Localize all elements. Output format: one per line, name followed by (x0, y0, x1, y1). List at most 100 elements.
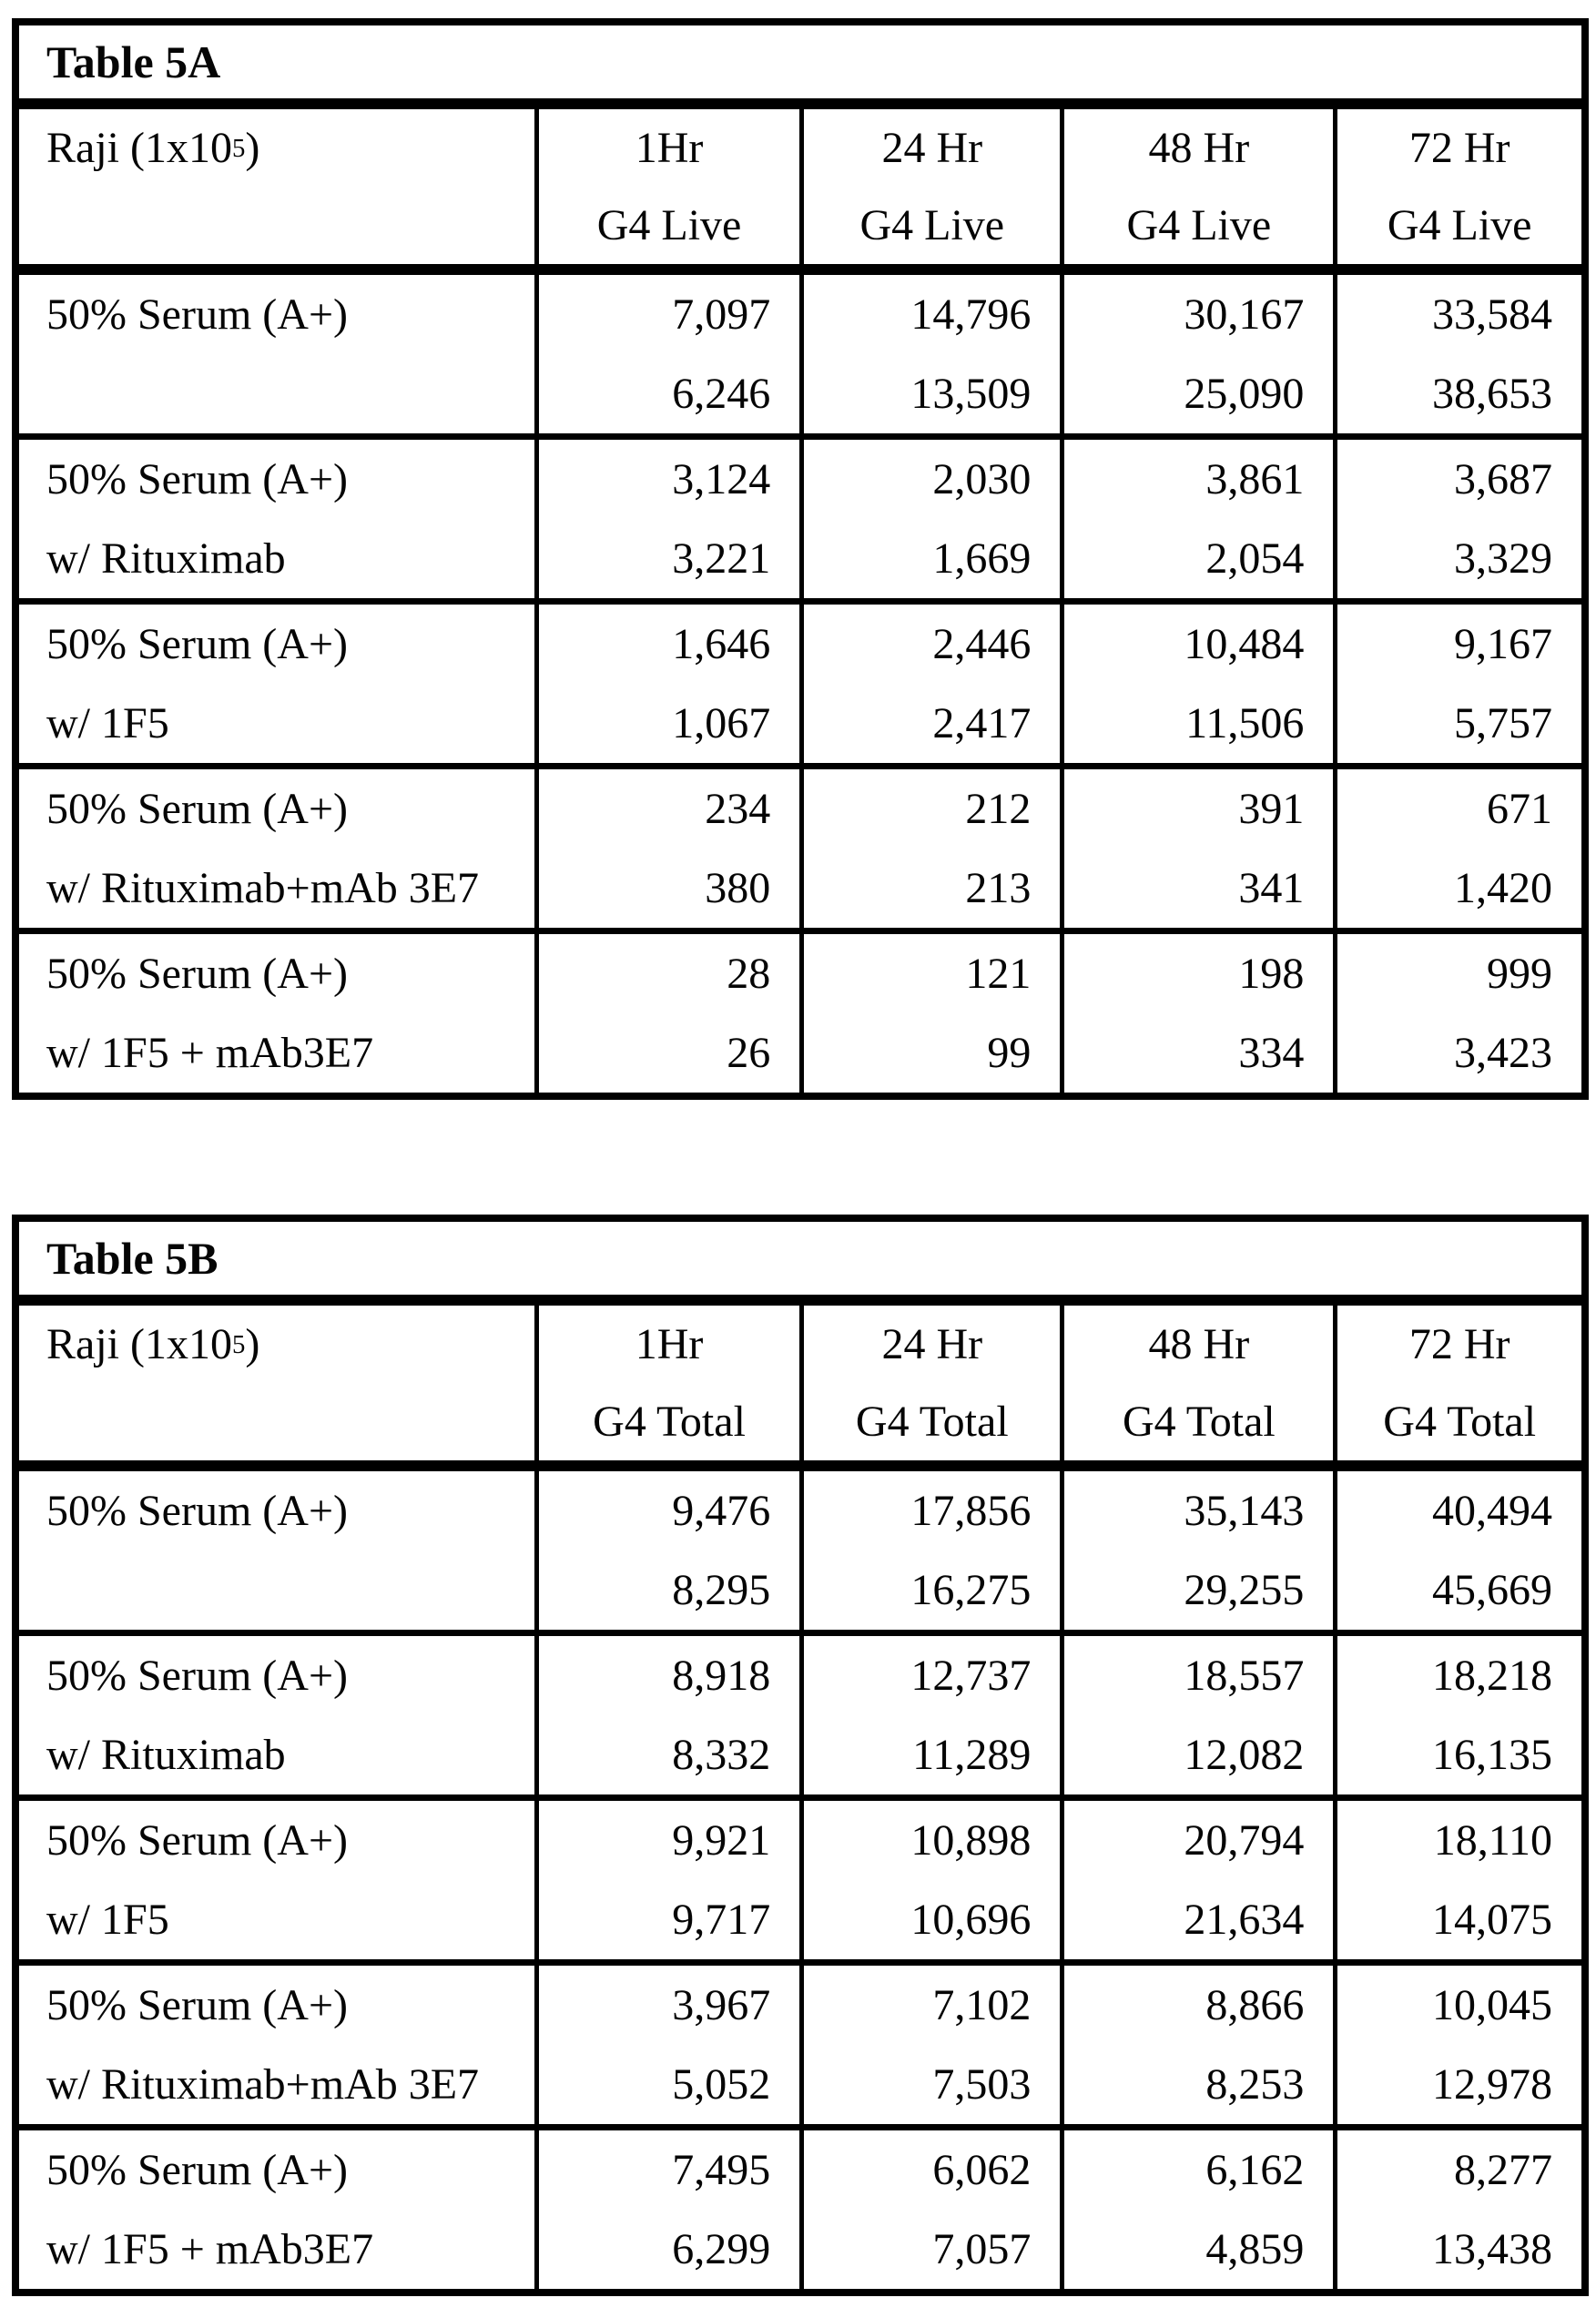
value-bottom: 3,329 (1454, 534, 1552, 583)
value-cell-24hr: 12,737 11,289 (799, 1632, 1062, 1801)
value-bottom: 11,506 (1185, 699, 1305, 747)
treatment-line-2: w/ Rituximab (46, 534, 286, 583)
value-cell-24hr: 7,102 7,503 (799, 1962, 1062, 2130)
table-title-row: Table 5A (15, 22, 1585, 109)
col-header-metric: G4 Total (855, 1398, 1009, 1446)
treatment-label-cell: 50% Serum (A+) w/ 1F5 + mAb3E7 (15, 2127, 537, 2296)
value-cell-72hr: 8,277 13,438 (1333, 2127, 1585, 2296)
value-cell-24hr: 10,898 10,696 (799, 1797, 1062, 1966)
value-top: 3,967 (672, 1981, 771, 2029)
col-header-time: 24 Hr (881, 124, 983, 172)
value-bottom: 9,717 (672, 1896, 771, 1944)
value-cell-48hr: 10,484 11,506 (1060, 601, 1336, 769)
value-top: 28 (727, 950, 771, 998)
treatment-line-1: 50% Serum (A+) (46, 1652, 349, 1700)
treatment-line-1: 50% Serum (A+) (46, 1816, 349, 1865)
value-top: 8,277 (1454, 2146, 1552, 2194)
data-row: 50% Serum (A+) w/ Rituximab 8,918 8,332 … (15, 1632, 1585, 1801)
value-bottom: 25,090 (1184, 370, 1305, 418)
value-top: 2,446 (932, 620, 1032, 668)
value-bottom: 38,653 (1432, 370, 1552, 418)
col-header-metric: G4 Live (1126, 201, 1272, 249)
treatment-line-1: 50% Serum (A+) (46, 1981, 349, 2029)
value-bottom: 341 (1238, 864, 1305, 912)
value-cell-72hr: 18,218 16,135 (1333, 1632, 1585, 1801)
value-cell-1hr: 234 380 (534, 766, 802, 934)
treatment-label-cell: 50% Serum (A+) (15, 1466, 537, 1636)
data-row: 50% Serum (A+) 7,097 6,246 14,796 13,509… (15, 269, 1585, 440)
value-bottom: 334 (1238, 1029, 1305, 1077)
value-top: 391 (1238, 785, 1305, 833)
value-cell-72hr: 18,110 14,075 (1333, 1797, 1585, 1966)
value-top: 17,856 (910, 1487, 1032, 1535)
value-cell-24hr: 121 99 (799, 930, 1062, 1100)
value-bottom: 16,135 (1432, 1731, 1552, 1779)
value-bottom: 7,503 (932, 2060, 1032, 2109)
value-top: 3,124 (672, 455, 771, 503)
value-top: 7,102 (932, 1981, 1032, 2029)
col-header-time: 48 Hr (1148, 124, 1250, 172)
value-cell-1hr: 28 26 (534, 930, 802, 1100)
table-5a: Table 5A Raji (1x10 5) 1Hr G4 Live 24 Hr … (12, 18, 1589, 1100)
treatment-label-cell: 50% Serum (A+) w/ Rituximab (15, 436, 537, 605)
value-cell-72hr: 40,494 45,669 (1333, 1466, 1585, 1636)
value-bottom: 8,332 (672, 1731, 771, 1779)
value-top: 12,737 (910, 1652, 1032, 1700)
value-top: 2,030 (932, 455, 1032, 503)
treatment-label-cell: 50% Serum (A+) w/ 1F5 (15, 1797, 537, 1966)
data-row: 50% Serum (A+) w/ Rituximab+mAb 3E7 3,96… (15, 1962, 1585, 2130)
value-top: 7,097 (672, 290, 771, 339)
value-top: 18,110 (1433, 1816, 1552, 1865)
value-bottom: 11,289 (912, 1731, 1032, 1779)
value-cell-24hr: 2,030 1,669 (799, 436, 1062, 605)
value-cell-1hr: 3,124 3,221 (534, 436, 802, 605)
value-bottom: 2,054 (1205, 534, 1305, 583)
value-bottom: 13,438 (1432, 2225, 1552, 2273)
treatment-line-1: 50% Serum (A+) (46, 290, 349, 339)
value-cell-72hr: 671 1,420 (1333, 766, 1585, 934)
treatment-line-2: w/ 1F5 + mAb3E7 (46, 2225, 374, 2273)
value-bottom: 6,299 (672, 2225, 771, 2273)
treatment-line-1: 50% Serum (A+) (46, 620, 349, 668)
value-top: 10,484 (1184, 620, 1305, 668)
value-top: 8,918 (672, 1652, 771, 1700)
row-header-blank-line (19, 1383, 534, 1460)
table-title: Table 5B (15, 1218, 1585, 1306)
value-top: 33,584 (1432, 290, 1552, 339)
value-top: 7,495 (672, 2146, 771, 2194)
value-bottom: 2,417 (932, 699, 1032, 747)
value-bottom: 12,978 (1432, 2060, 1552, 2109)
value-bottom: 16,275 (910, 1566, 1032, 1614)
value-bottom: 380 (705, 864, 771, 912)
value-top: 9,921 (672, 1816, 771, 1865)
col-header-72hr: 72 Hr G4 Live (1333, 104, 1585, 275)
value-bottom: 12,082 (1184, 1731, 1305, 1779)
value-top: 3,687 (1454, 455, 1552, 503)
value-top: 212 (965, 785, 1032, 833)
col-header-metric: G4 Total (1122, 1398, 1276, 1446)
row-header-close: ) (245, 124, 260, 172)
value-top: 18,218 (1432, 1652, 1552, 1700)
data-row: 50% Serum (A+) w/ 1F5 9,921 9,717 10,898… (15, 1797, 1585, 1966)
value-bottom: 6,246 (672, 370, 771, 418)
col-header-time: 1Hr (635, 124, 704, 172)
row-header-close: ) (245, 1320, 260, 1368)
value-cell-48hr: 391 341 (1060, 766, 1336, 934)
value-bottom: 26 (727, 1029, 771, 1077)
value-cell-48hr: 8,866 8,253 (1060, 1962, 1336, 2130)
treatment-line-2 (19, 354, 534, 433)
value-top: 999 (1487, 950, 1552, 998)
value-cell-24hr: 17,856 16,275 (799, 1466, 1062, 1636)
value-cell-48hr: 20,794 21,634 (1060, 1797, 1336, 1966)
value-top: 198 (1238, 950, 1305, 998)
value-top: 10,898 (910, 1816, 1032, 1865)
col-header-time: 48 Hr (1148, 1320, 1250, 1368)
value-top: 6,162 (1205, 2146, 1305, 2194)
value-top: 3,861 (1205, 455, 1305, 503)
table-title: Table 5A (15, 22, 1585, 109)
treatment-line-2: w/ 1F5 (46, 1896, 169, 1944)
value-cell-1hr: 3,967 5,052 (534, 1962, 802, 2130)
value-top: 18,557 (1184, 1652, 1305, 1700)
treatment-label-cell: 50% Serum (A+) (15, 269, 537, 440)
data-row: 50% Serum (A+) 9,476 8,295 17,856 16,275… (15, 1466, 1585, 1636)
